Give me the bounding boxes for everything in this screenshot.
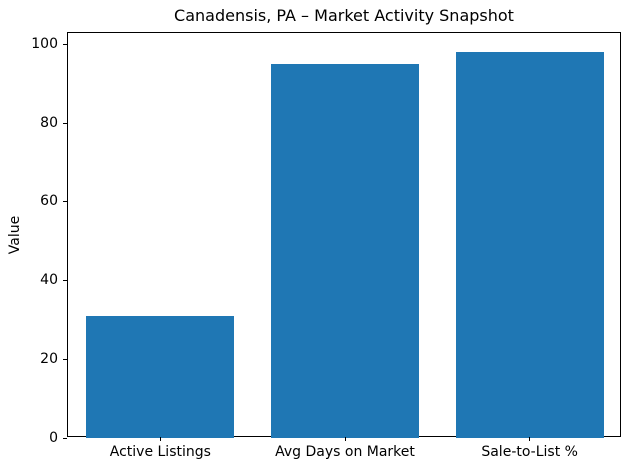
- x-axis-tick: [159, 437, 161, 441]
- bar: [86, 315, 235, 438]
- y-tick-label: 40: [40, 272, 58, 289]
- y-tick-label: 80: [40, 114, 58, 131]
- y-tick-label: 100: [31, 35, 58, 52]
- x-axis-tick: [529, 437, 531, 441]
- y-tick-label: 60: [40, 193, 58, 210]
- y-axis-tick: [63, 437, 67, 439]
- y-axis-tick: [63, 122, 67, 124]
- y-axis-label: Value: [7, 215, 23, 255]
- bar: [455, 52, 604, 438]
- y-axis-tick: [63, 358, 67, 360]
- bar: [271, 64, 419, 438]
- x-tick-label: Sale-to-List %: [481, 444, 578, 460]
- y-tick-label: 0: [49, 429, 58, 446]
- y-axis-tick: [63, 280, 67, 282]
- x-tick-label: Active Listings: [109, 444, 211, 460]
- y-axis-tick: [63, 201, 67, 203]
- x-tick-label: Avg Days on Market: [275, 444, 415, 460]
- chart-title: Canadensis, PA – Market Activity Snapsho…: [174, 6, 514, 25]
- plot-area: 0 20 40 60 80 100 Active Listings Avg Days on M…: [31, 32, 621, 460]
- y-axis-tick: [63, 43, 67, 45]
- x-axis-tick: [344, 437, 346, 441]
- y-tick-label: 20: [40, 350, 58, 367]
